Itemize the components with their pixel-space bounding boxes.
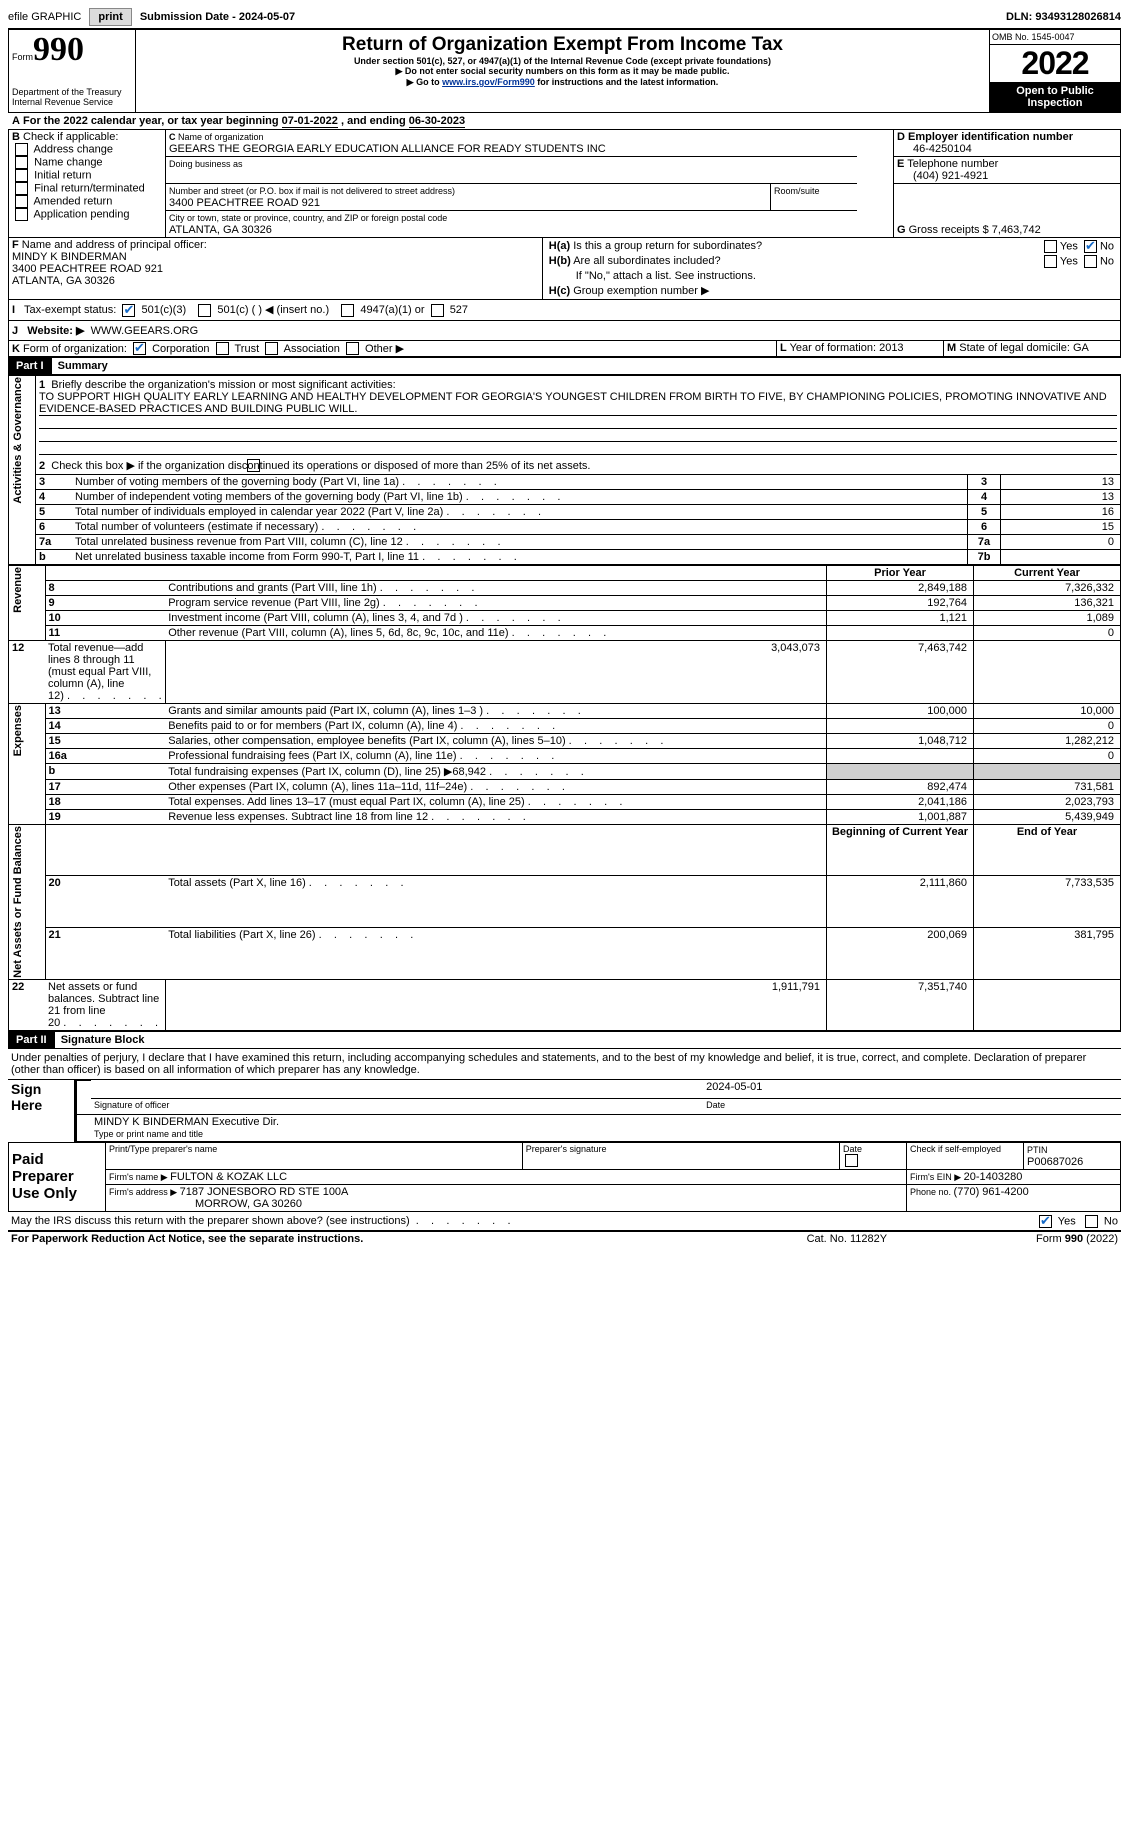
warn2: ▶ Go to www.irs.gov/Form990 for instruct… (140, 77, 985, 88)
open-inspection: Open to Public Inspection (990, 82, 1120, 112)
klm-block: K Form of organization: Corporation Trus… (8, 341, 1121, 358)
declaration: Under penalties of perjury, I declare th… (8, 1049, 1121, 1080)
fh-block: F Name and address of principal officer:… (8, 238, 1121, 300)
street: 3400 PEACHTREE ROAD 921 (169, 197, 320, 209)
form-title: Return of Organization Exempt From Incom… (140, 34, 985, 56)
part2-header: Part II Signature Block (8, 1031, 1121, 1049)
chk-pending[interactable] (15, 208, 28, 221)
part1-table: Activities & Governance 1 Briefly descri… (8, 375, 1121, 565)
ein: 46-4250104 (897, 143, 1117, 155)
section-i: I Tax-exempt status: 501(c)(3) 501(c) ( … (8, 300, 1121, 321)
irs-link[interactable]: www.irs.gov/Form990 (442, 77, 535, 87)
section-j: J Website: ▶ WWW.GEEARS.ORG (8, 321, 1121, 341)
subdate: Submission Date - 2024-05-07 (140, 11, 295, 23)
sign-block: Sign Here 2024-05-01 Signature of office… (8, 1080, 1121, 1142)
section-f: F Name and address of principal officer:… (9, 238, 543, 300)
entity-block: B Check if applicable: Address change Na… (8, 129, 1121, 238)
dept: Department of the Treasury (12, 87, 132, 97)
irs: Internal Revenue Service (12, 97, 132, 107)
warn1: Do not enter social security numbers on … (140, 66, 985, 77)
org-name: GEEARS THE GEORGIA EARLY EDUCATION ALLIA… (169, 143, 606, 155)
omb: OMB No. 1545-0047 (990, 30, 1120, 45)
part1-header: Part I Summary (8, 357, 1121, 375)
chk-addr[interactable] (15, 143, 28, 156)
form-subtitle: Under section 501(c), 527, or 4947(a)(1)… (140, 56, 985, 66)
form-ref: Form 990 (2022) (937, 1232, 1121, 1246)
chk-final[interactable] (15, 182, 28, 195)
dln: DLN: 93493128026814 (1006, 11, 1121, 23)
phone: (404) 921-4921 (897, 170, 1117, 182)
mission: TO SUPPORT HIGH QUALITY EARLY LEARNING A… (39, 391, 1117, 416)
print-button[interactable]: print (89, 8, 131, 26)
form-header: Form990 Department of the Treasury Inter… (8, 29, 1121, 113)
section-h: H(a) Is this a group return for subordin… (542, 238, 1120, 300)
city: ATLANTA, GA 30326 (169, 224, 272, 236)
line-a: A For the 2022 calendar year, or tax yea… (8, 113, 1121, 129)
form-id: Form990 (12, 31, 132, 69)
chk-name[interactable] (15, 156, 28, 169)
chk-initial[interactable] (15, 169, 28, 182)
efile-label: efile GRAPHIC (8, 11, 81, 23)
section-b: B Check if applicable: Address change Na… (9, 130, 166, 238)
side-gov: Activities & Governance (12, 377, 24, 504)
chk-amended[interactable] (15, 195, 28, 208)
topbar: efile GRAPHIC print Submission Date - 20… (8, 8, 1121, 29)
may-discuss: May the IRS discuss this return with the… (8, 1212, 1121, 1232)
footer: For Paperwork Reduction Act Notice, see … (8, 1232, 1121, 1246)
tax-year: 2022 (990, 45, 1120, 82)
gross-receipts: 7,463,742 (992, 224, 1041, 236)
preparer-block: Paid Preparer Use Only Print/Type prepar… (8, 1142, 1121, 1212)
